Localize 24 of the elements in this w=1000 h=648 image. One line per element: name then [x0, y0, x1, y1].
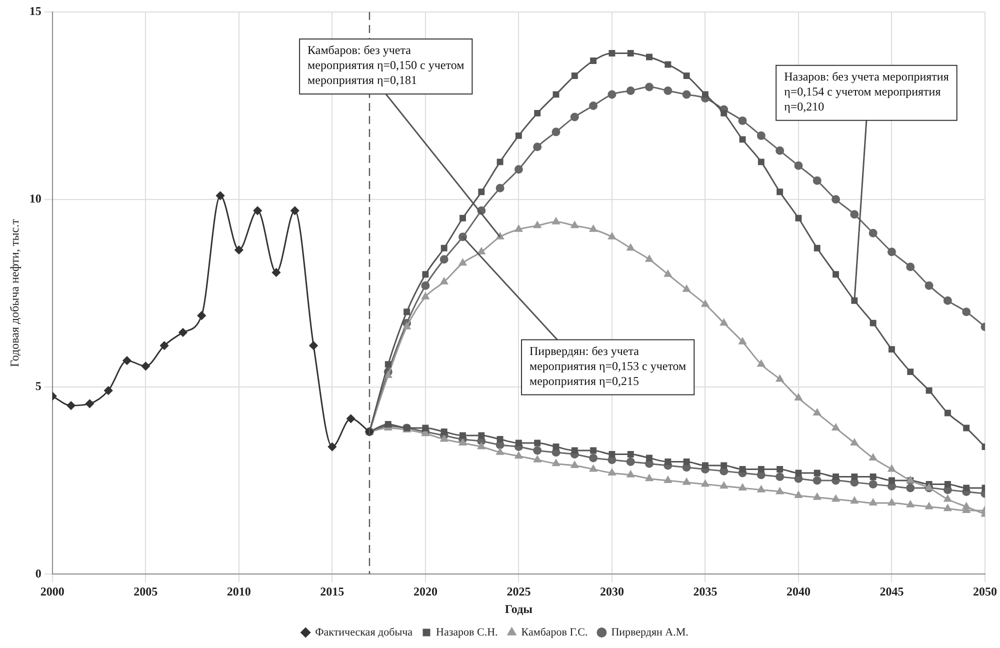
y-tick-label: 5: [35, 378, 42, 393]
x-tick-label: 2030: [600, 584, 624, 598]
x-tick-label: 2035: [693, 584, 718, 598]
annotation: Камбаров: без учета мероприятия η=0,150 с учетом мероприятия η=0,181: [308, 43, 465, 88]
annotation: Назаров: без учета мероприятия η=0,154 с учетом мероприятия η=0,210: [784, 70, 950, 114]
x-tick-label: 2025: [506, 584, 531, 598]
y-tick-label: 15: [29, 4, 42, 18]
x-tick-label: 2005: [134, 584, 158, 598]
x-tick-label: 2040: [786, 584, 810, 598]
x-tick-label: 2010: [226, 584, 251, 598]
y-axis-title: Годовая добыча нефти, тыс.т: [7, 218, 22, 368]
x-tick-label: 2050: [973, 584, 997, 598]
legend-label: Назаров С.Н.: [436, 626, 498, 638]
y-tick-label: 10: [29, 191, 42, 206]
legend-label: Камбаров Г.С.: [521, 626, 588, 638]
x-tick-label: 2045: [880, 584, 904, 598]
legend-label: Фактическая добыча: [315, 626, 413, 638]
legend-label: Пирвердян А.М.: [611, 626, 689, 638]
x-axis-title: Годы: [504, 602, 534, 616]
x-tick-label: 2000: [40, 584, 64, 598]
x-tick-label: 2020: [413, 584, 438, 598]
annotation: Пирвердян: без учета мероприятия η=0,153 с учетом мероприятия η=0,215: [530, 344, 687, 388]
y-tick-label: 0: [35, 566, 42, 580]
x-tick-label: 2015: [320, 584, 344, 598]
